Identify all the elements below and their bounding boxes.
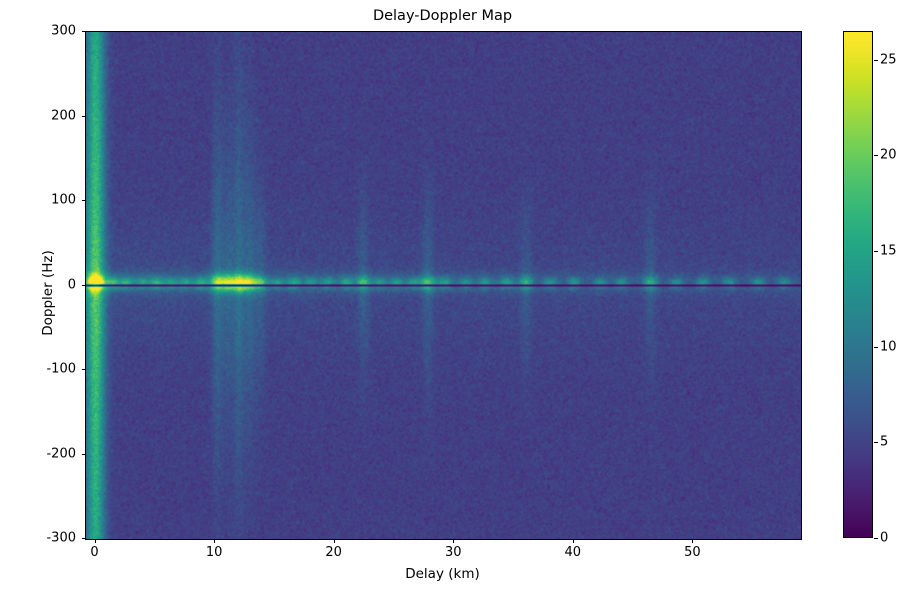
y-tick-mark	[81, 369, 85, 370]
x-tick-mark	[94, 539, 96, 543]
x-tick-mark	[333, 539, 335, 543]
y-tick-label: 100	[51, 192, 76, 208]
x-tick-mark	[692, 539, 694, 543]
y-tick-mark	[81, 538, 85, 539]
x-tick-label: 0	[90, 545, 99, 560]
y-tick-mark	[81, 31, 85, 32]
y-tick-label: -300	[46, 530, 76, 546]
colorbar-tick-label: 10	[880, 339, 897, 355]
colorbar-tick-label: 0	[880, 530, 889, 546]
y-tick-label: 200	[51, 108, 76, 123]
colorbar-tick-mark	[874, 538, 878, 539]
y-tick-mark	[81, 115, 85, 117]
y-tick-mark	[81, 453, 85, 455]
colorbar	[843, 31, 873, 538]
y-tick-label: -100	[46, 361, 76, 377]
y-tick-label: 300	[51, 23, 76, 39]
x-tick-mark	[572, 539, 574, 543]
y-tick-label: 0	[67, 277, 76, 292]
x-tick-label: 10	[205, 545, 223, 560]
x-axis-label: Delay (km)	[405, 566, 480, 582]
colorbar-tick-mark	[874, 442, 878, 444]
y-axis-label: Doppler (Hz)	[40, 249, 56, 336]
page-title: Delay-Doppler Map	[372, 8, 513, 24]
x-tick-mark	[453, 539, 455, 543]
x-tick-label: 30	[444, 545, 462, 560]
colorbar-tick-mark	[874, 59, 878, 61]
colorbar-tick-mark	[874, 346, 878, 348]
y-tick-mark	[81, 284, 85, 286]
x-tick-label: 40	[564, 545, 582, 560]
x-tick-mark	[214, 539, 216, 543]
colorbar-tick-label: 20	[880, 147, 897, 163]
colorbar-tick-label: 15	[880, 243, 897, 259]
delay-doppler-heatmap	[86, 32, 801, 539]
y-tick-label: -200	[46, 446, 76, 461]
x-tick-label: 50	[684, 545, 701, 560]
heatmap-plot-area	[85, 31, 802, 540]
colorbar-gradient	[843, 31, 873, 538]
colorbar-tick-label: 5	[880, 434, 889, 450]
colorbar-tick-mark	[874, 251, 878, 253]
colorbar-tick-label: 25	[880, 52, 897, 68]
colorbar-tick-mark	[874, 155, 878, 157]
x-tick-label: 20	[325, 545, 342, 560]
y-tick-mark	[81, 200, 85, 201]
